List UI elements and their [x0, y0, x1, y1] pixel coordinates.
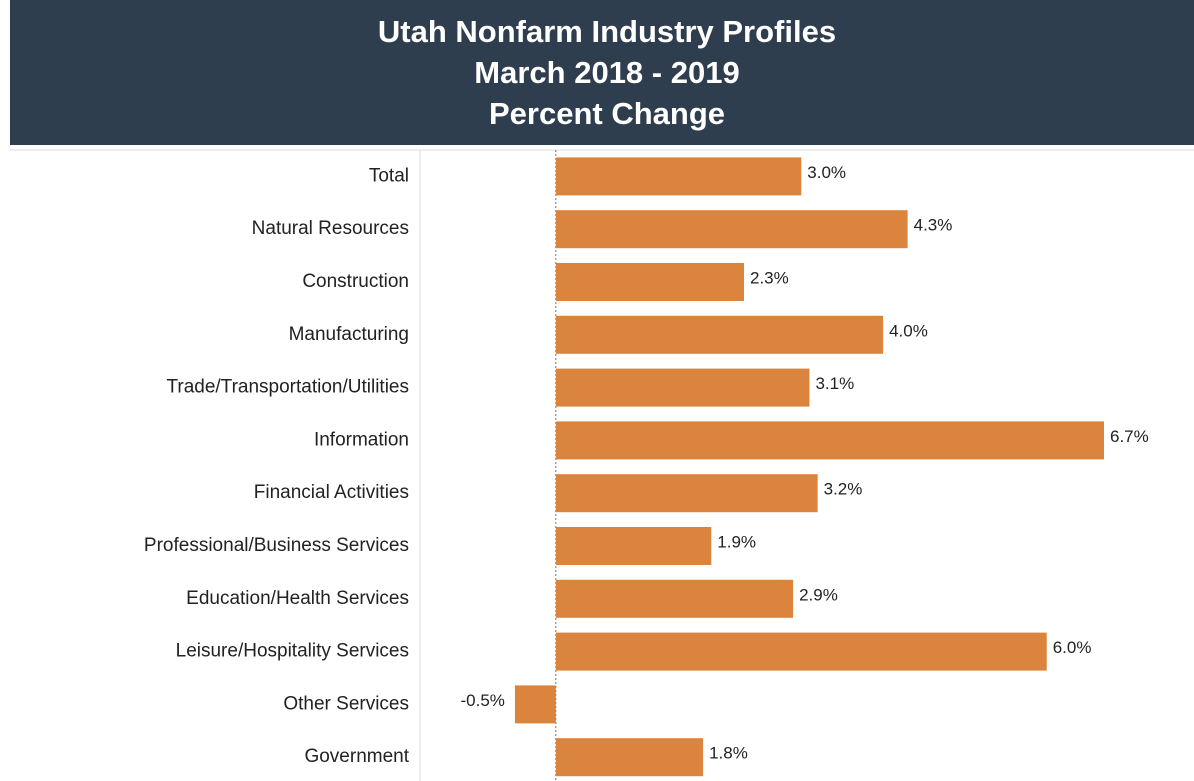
- bar: [555, 579, 794, 618]
- value-label: 4.3%: [914, 216, 953, 235]
- category-label: Leisure/Hospitality Services: [176, 641, 409, 662]
- category-label: Government: [304, 746, 409, 767]
- value-label: 6.0%: [1053, 638, 1092, 657]
- value-label: 2.9%: [799, 585, 838, 604]
- value-label: -0.5%: [460, 691, 504, 710]
- title-banner: [10, 0, 1194, 145]
- value-label: 1.8%: [709, 744, 748, 763]
- bar: [555, 527, 712, 565]
- value-label: 1.9%: [717, 532, 756, 551]
- category-label: Trade/Transportation/Utilities: [166, 377, 409, 398]
- category-label: Other Services: [283, 693, 409, 714]
- value-label: 4.0%: [889, 321, 928, 340]
- bar: [555, 157, 802, 196]
- category-label: Total: [369, 165, 409, 186]
- value-label: 6.7%: [1110, 427, 1149, 446]
- bar: [555, 210, 908, 249]
- category-label: Financial Activities: [254, 482, 409, 503]
- bar: [514, 685, 556, 724]
- bar: [555, 738, 704, 777]
- bar: [555, 474, 818, 513]
- category-label: Education/Health Services: [186, 588, 409, 609]
- category-label: Manufacturing: [289, 324, 409, 345]
- bar: [555, 632, 1047, 671]
- category-label: Information: [314, 429, 409, 450]
- category-label: Professional/Business Services: [144, 535, 409, 556]
- value-label: 2.3%: [750, 268, 789, 287]
- category-label: Construction: [302, 271, 409, 292]
- bar: [555, 368, 810, 407]
- chart-title: Utah Nonfarm Industry Profiles: [378, 14, 836, 49]
- value-label: 3.2%: [824, 480, 863, 499]
- bar: [555, 315, 884, 354]
- chart-title: Percent Change: [489, 96, 725, 131]
- chart-title: March 2018 - 2019: [474, 55, 739, 90]
- value-label: 3.0%: [807, 163, 846, 182]
- category-label: Natural Resources: [252, 218, 409, 239]
- value-label: 3.1%: [815, 374, 854, 393]
- bar: [555, 421, 1104, 460]
- bar: [555, 263, 744, 301]
